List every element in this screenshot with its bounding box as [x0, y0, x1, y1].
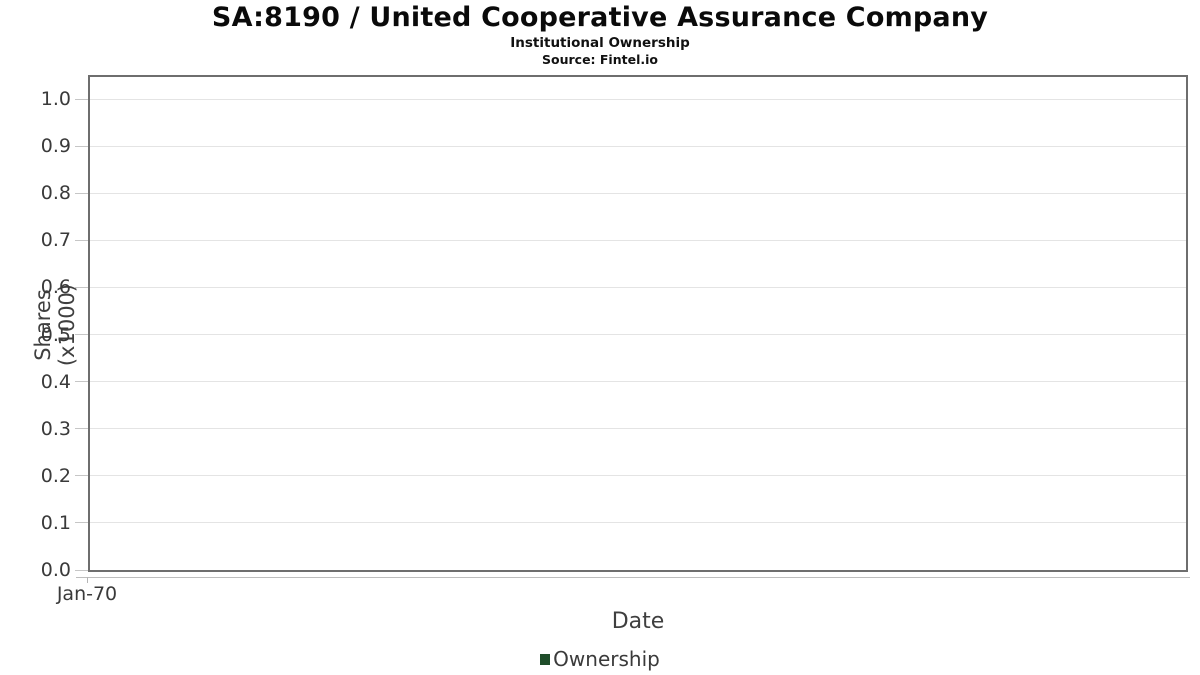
legend-item-ownership[interactable]: Ownership [540, 647, 660, 671]
gridline [90, 428, 1186, 430]
y-tick-label: 0.8 [40, 182, 71, 205]
y-tick-mark [75, 428, 88, 430]
gridline [90, 145, 1186, 147]
y-tick-label: 1.0 [40, 88, 71, 110]
legend-item-label: Ownership [553, 647, 660, 671]
y-tick-mark [75, 334, 88, 335]
y-tick-label: 0.1 [40, 511, 71, 534]
y-tick-label: 0.3 [40, 417, 71, 440]
y-tick-mark [75, 98, 88, 100]
chart-legend: Ownership [0, 646, 1200, 672]
gridline [90, 334, 1186, 335]
y-tick-mark [75, 286, 88, 288]
y-tick-mark [75, 475, 88, 477]
y-tick-label: 0.2 [40, 464, 71, 487]
x-axis-label: Date [611, 609, 665, 634]
y-tick-label: 0.0 [40, 559, 71, 581]
gridline [90, 239, 1186, 241]
y-tick-label: 0.4 [40, 370, 71, 393]
chart-title: SA:8190 / United Cooperative Assurance C… [211, 2, 989, 33]
y-tick-mark [75, 569, 88, 571]
plot-area [88, 75, 1188, 572]
x-tick-mark [87, 577, 88, 583]
gridline [90, 475, 1186, 477]
y-tick-label: 0.9 [40, 135, 71, 158]
y-tick-label: 0.5 [40, 323, 71, 346]
gridline [90, 381, 1186, 383]
x-tick-label: Jan-70 [56, 583, 118, 605]
legend-swatch-icon [540, 653, 551, 665]
y-tick-label: 0.7 [40, 229, 71, 252]
chart-subtitle: Institutional Ownership [510, 35, 690, 51]
y-tick-label: 0.6 [40, 276, 71, 299]
y-tick-mark [75, 381, 88, 383]
y-tick-mark [75, 522, 88, 524]
gridline [90, 522, 1186, 524]
gridline [90, 98, 1186, 100]
gridline [90, 286, 1186, 288]
y-tick-mark [75, 192, 88, 194]
y-tick-mark [75, 239, 88, 241]
y-tick-mark [75, 145, 88, 147]
chart-source: Source: Fintel.io [542, 52, 658, 67]
gridline [90, 192, 1186, 194]
x-axis-line [76, 577, 1190, 578]
